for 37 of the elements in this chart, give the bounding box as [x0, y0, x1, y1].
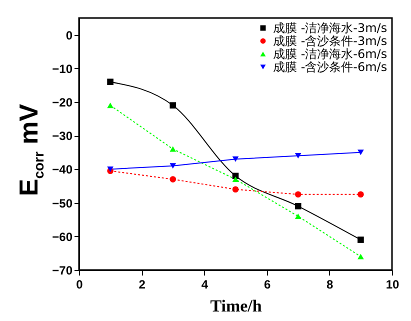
- point: [170, 146, 176, 152]
- point: [232, 176, 239, 182]
- y-tick-label: −50: [52, 196, 73, 210]
- point: [358, 236, 364, 243]
- y-tick-label: −70: [52, 264, 73, 278]
- point: [294, 203, 302, 210]
- legend-label: 成膜 -洁净海水-6m/s: [273, 47, 388, 61]
- y-tick-label: −40: [52, 162, 73, 177]
- point: [358, 191, 364, 198]
- x-tick-label: 8: [326, 278, 334, 292]
- point: [358, 254, 364, 260]
- point: [358, 150, 364, 156]
- x-tick-label: 6: [264, 278, 271, 292]
- x-axis-title: Time/h: [210, 296, 262, 316]
- x-tick-label: 4: [201, 278, 208, 292]
- y-tick-label: −20: [52, 96, 73, 110]
- point: [170, 176, 176, 182]
- point: [232, 186, 239, 193]
- x-tick-label: 10: [386, 278, 400, 292]
- point: [170, 163, 176, 169]
- y-tick-label: −30: [52, 129, 73, 144]
- point: [294, 191, 302, 198]
- point: [107, 102, 114, 108]
- legend-label: 成膜 -含沙条件-3m/s: [273, 34, 388, 48]
- x-tick-label: 2: [138, 278, 146, 292]
- point: [107, 166, 114, 172]
- y-tick-label: −10: [52, 62, 73, 76]
- point: [170, 102, 176, 109]
- point: [294, 153, 302, 158]
- legend-label: 成膜 -含沙条件-6m/s: [273, 60, 388, 74]
- y-tick-label: 0: [66, 28, 73, 42]
- point: [107, 78, 114, 86]
- x-tick-label: 0: [76, 278, 84, 292]
- legend-label: 成膜 -洁净海水-3m/s: [273, 21, 388, 35]
- point: [294, 214, 302, 219]
- y-tick-label: −60: [52, 230, 73, 244]
- point: [232, 156, 239, 162]
